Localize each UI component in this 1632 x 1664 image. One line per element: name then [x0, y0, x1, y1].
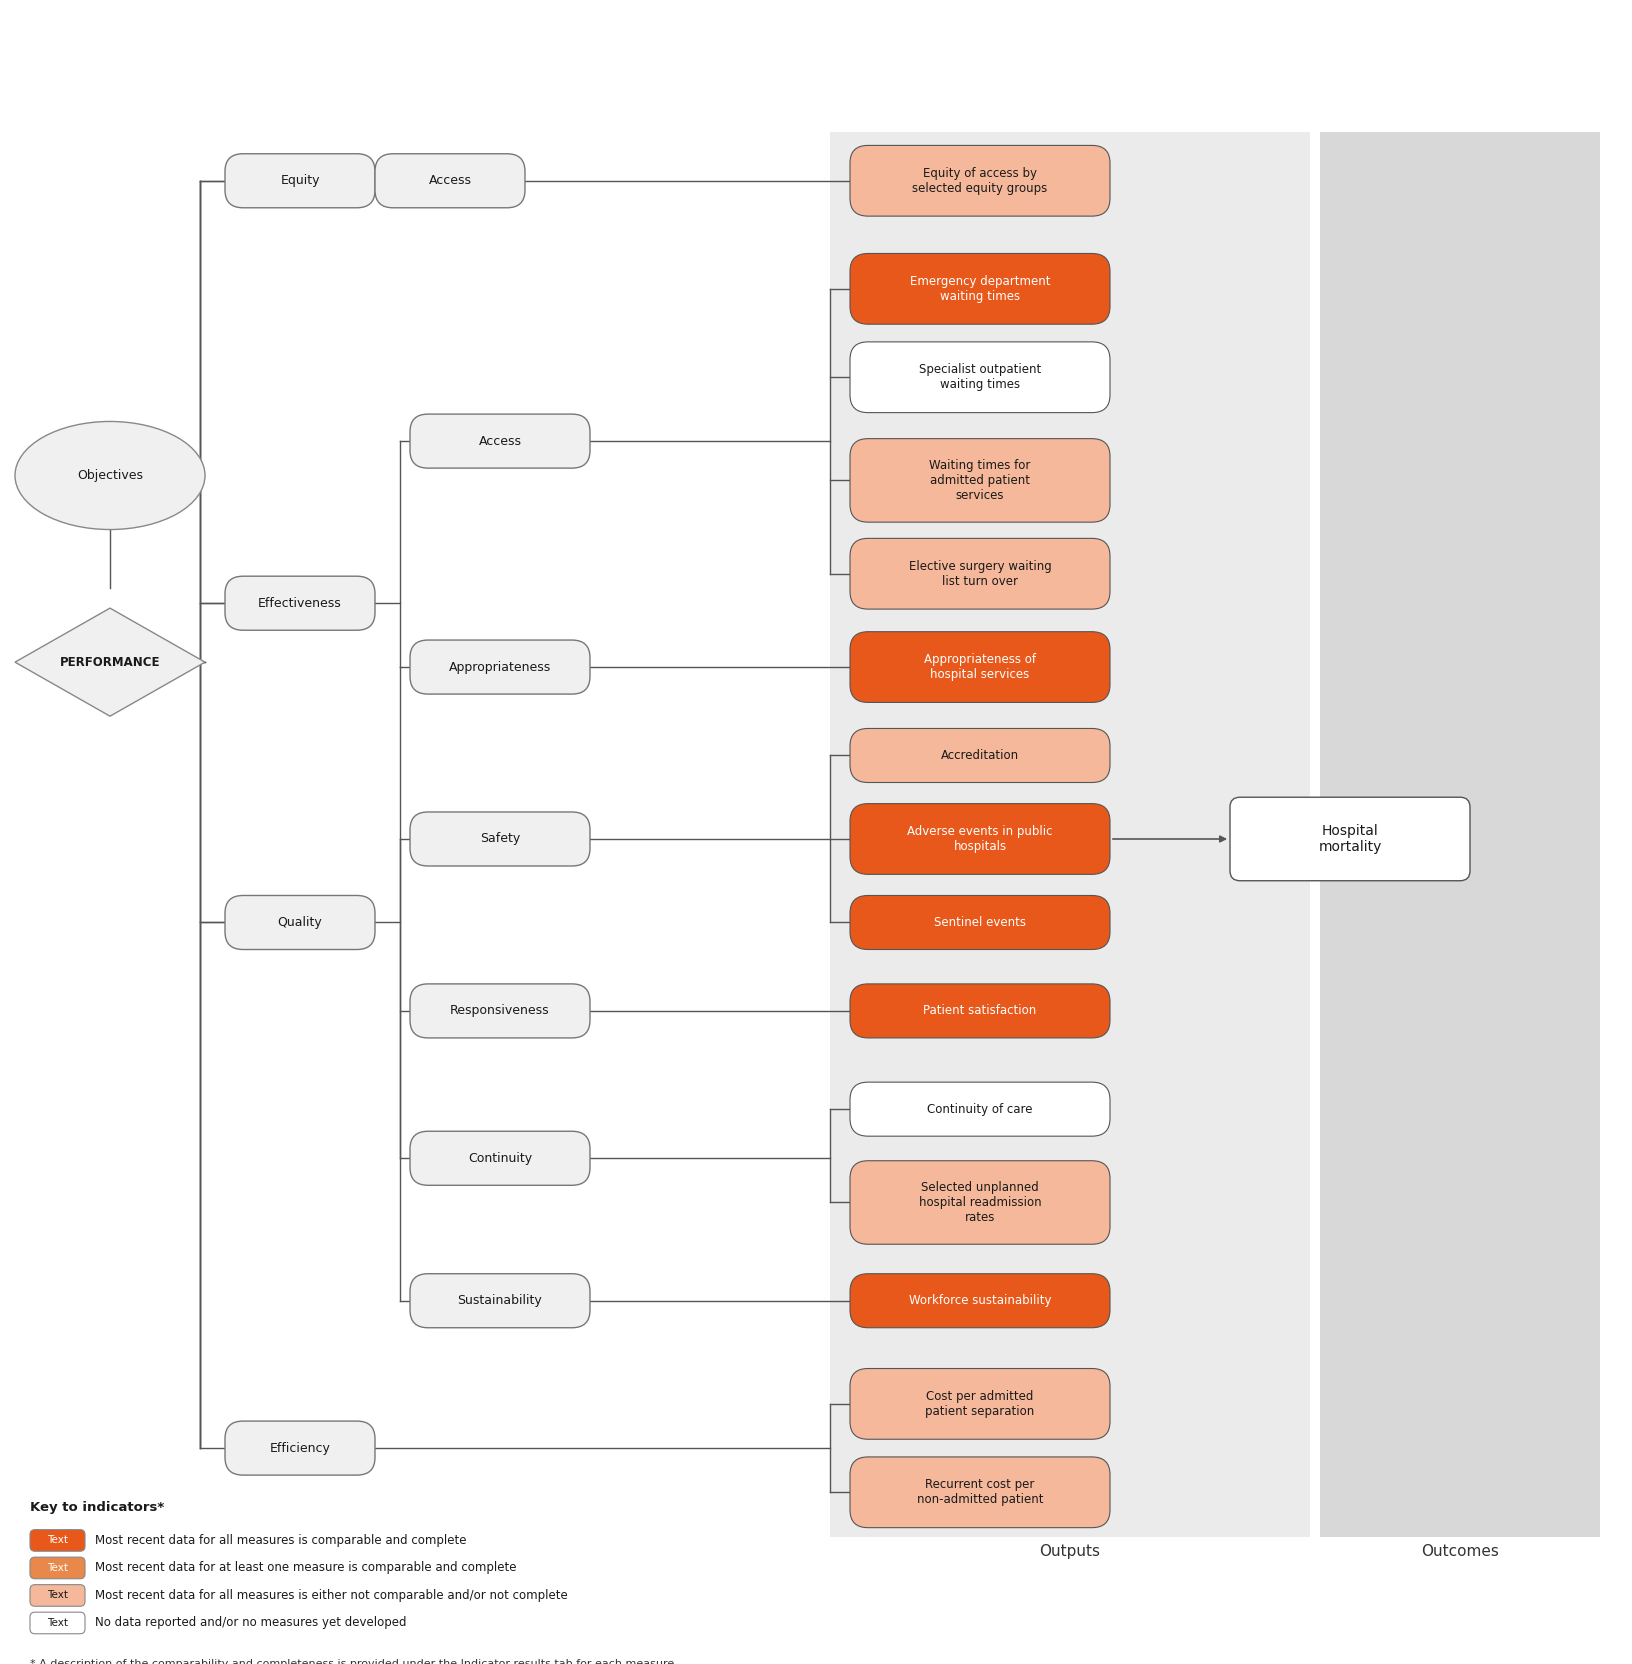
- FancyBboxPatch shape: [850, 1082, 1110, 1137]
- FancyBboxPatch shape: [410, 1132, 591, 1185]
- Text: Emergency department
waiting times: Emergency department waiting times: [909, 275, 1051, 303]
- Text: Key to indicators*: Key to indicators*: [29, 1501, 165, 1514]
- FancyBboxPatch shape: [850, 729, 1110, 782]
- FancyBboxPatch shape: [225, 895, 375, 950]
- FancyBboxPatch shape: [225, 153, 375, 208]
- Text: Most recent data for all measures is comparable and complete: Most recent data for all measures is com…: [95, 1534, 467, 1548]
- Text: Selected unplanned
hospital readmission
rates: Selected unplanned hospital readmission …: [919, 1181, 1041, 1225]
- FancyBboxPatch shape: [850, 895, 1110, 950]
- FancyBboxPatch shape: [1320, 131, 1599, 1536]
- Text: Adverse events in public
hospitals: Adverse events in public hospitals: [907, 825, 1053, 854]
- FancyBboxPatch shape: [850, 1368, 1110, 1439]
- FancyBboxPatch shape: [225, 576, 375, 631]
- FancyBboxPatch shape: [225, 1421, 375, 1474]
- Text: Text: Text: [47, 1617, 69, 1627]
- Text: No data reported and/or no measures yet developed: No data reported and/or no measures yet …: [95, 1616, 406, 1629]
- Text: Responsiveness: Responsiveness: [450, 1005, 550, 1017]
- Text: PERFORMANCE: PERFORMANCE: [60, 656, 160, 669]
- FancyBboxPatch shape: [410, 812, 591, 865]
- Text: Safety: Safety: [480, 832, 521, 845]
- Text: Waiting times for
admitted patient
services: Waiting times for admitted patient servi…: [929, 459, 1031, 503]
- Text: Appropriateness of
hospital services: Appropriateness of hospital services: [924, 652, 1036, 681]
- Text: Sentinel events: Sentinel events: [934, 915, 1027, 929]
- FancyBboxPatch shape: [850, 253, 1110, 324]
- Text: Recurrent cost per
non-admitted patient: Recurrent cost per non-admitted patient: [917, 1478, 1043, 1506]
- Text: Specialist outpatient
waiting times: Specialist outpatient waiting times: [919, 363, 1041, 391]
- Text: Accreditation: Accreditation: [942, 749, 1018, 762]
- Text: Most recent data for all measures is either not comparable and/or not complete: Most recent data for all measures is eit…: [95, 1589, 568, 1602]
- Text: Sustainability: Sustainability: [457, 1295, 542, 1308]
- FancyBboxPatch shape: [850, 1161, 1110, 1245]
- FancyBboxPatch shape: [850, 341, 1110, 413]
- Text: Text: Text: [47, 1536, 69, 1546]
- FancyBboxPatch shape: [29, 1584, 85, 1606]
- FancyBboxPatch shape: [850, 1458, 1110, 1528]
- Text: Workforce sustainability: Workforce sustainability: [909, 1295, 1051, 1308]
- Text: Outcomes: Outcomes: [1421, 1544, 1498, 1559]
- FancyBboxPatch shape: [410, 983, 591, 1038]
- Text: Text: Text: [47, 1591, 69, 1601]
- FancyBboxPatch shape: [850, 804, 1110, 874]
- Text: * A description of the comparability and completeness is provided under the Indi: * A description of the comparability and…: [29, 1659, 674, 1664]
- FancyBboxPatch shape: [410, 641, 591, 694]
- Text: Access: Access: [429, 175, 472, 188]
- Text: Appropriateness: Appropriateness: [449, 661, 552, 674]
- FancyBboxPatch shape: [850, 145, 1110, 216]
- Text: Objectives: Objectives: [77, 469, 144, 483]
- FancyBboxPatch shape: [29, 1529, 85, 1551]
- Text: Effectiveness: Effectiveness: [258, 597, 341, 609]
- FancyBboxPatch shape: [410, 1273, 591, 1328]
- FancyBboxPatch shape: [850, 1273, 1110, 1328]
- FancyBboxPatch shape: [1231, 797, 1470, 880]
- Polygon shape: [15, 607, 206, 716]
- Text: Access: Access: [478, 434, 522, 448]
- Text: Hospital
mortality: Hospital mortality: [1319, 824, 1382, 854]
- FancyBboxPatch shape: [375, 153, 526, 208]
- FancyBboxPatch shape: [850, 439, 1110, 522]
- FancyBboxPatch shape: [850, 632, 1110, 702]
- Text: Most recent data for at least one measure is comparable and complete: Most recent data for at least one measur…: [95, 1561, 516, 1574]
- FancyBboxPatch shape: [850, 539, 1110, 609]
- FancyBboxPatch shape: [410, 414, 591, 468]
- Text: Continuity: Continuity: [468, 1151, 532, 1165]
- FancyBboxPatch shape: [29, 1612, 85, 1634]
- Ellipse shape: [15, 421, 206, 529]
- Text: Continuity of care: Continuity of care: [927, 1103, 1033, 1115]
- Text: Patient satisfaction: Patient satisfaction: [924, 1005, 1036, 1017]
- Text: Elective surgery waiting
list turn over: Elective surgery waiting list turn over: [909, 559, 1051, 587]
- Text: Text: Text: [47, 1562, 69, 1572]
- Text: Quality: Quality: [277, 915, 323, 929]
- Text: Cost per admitted
patient separation: Cost per admitted patient separation: [925, 1389, 1035, 1418]
- FancyBboxPatch shape: [831, 131, 1310, 1536]
- Text: Outputs: Outputs: [1040, 1544, 1100, 1559]
- FancyBboxPatch shape: [850, 983, 1110, 1038]
- Text: Equity of access by
selected equity groups: Equity of access by selected equity grou…: [912, 166, 1048, 195]
- Text: Equity: Equity: [281, 175, 320, 188]
- Text: Efficiency: Efficiency: [269, 1441, 330, 1454]
- FancyBboxPatch shape: [29, 1558, 85, 1579]
